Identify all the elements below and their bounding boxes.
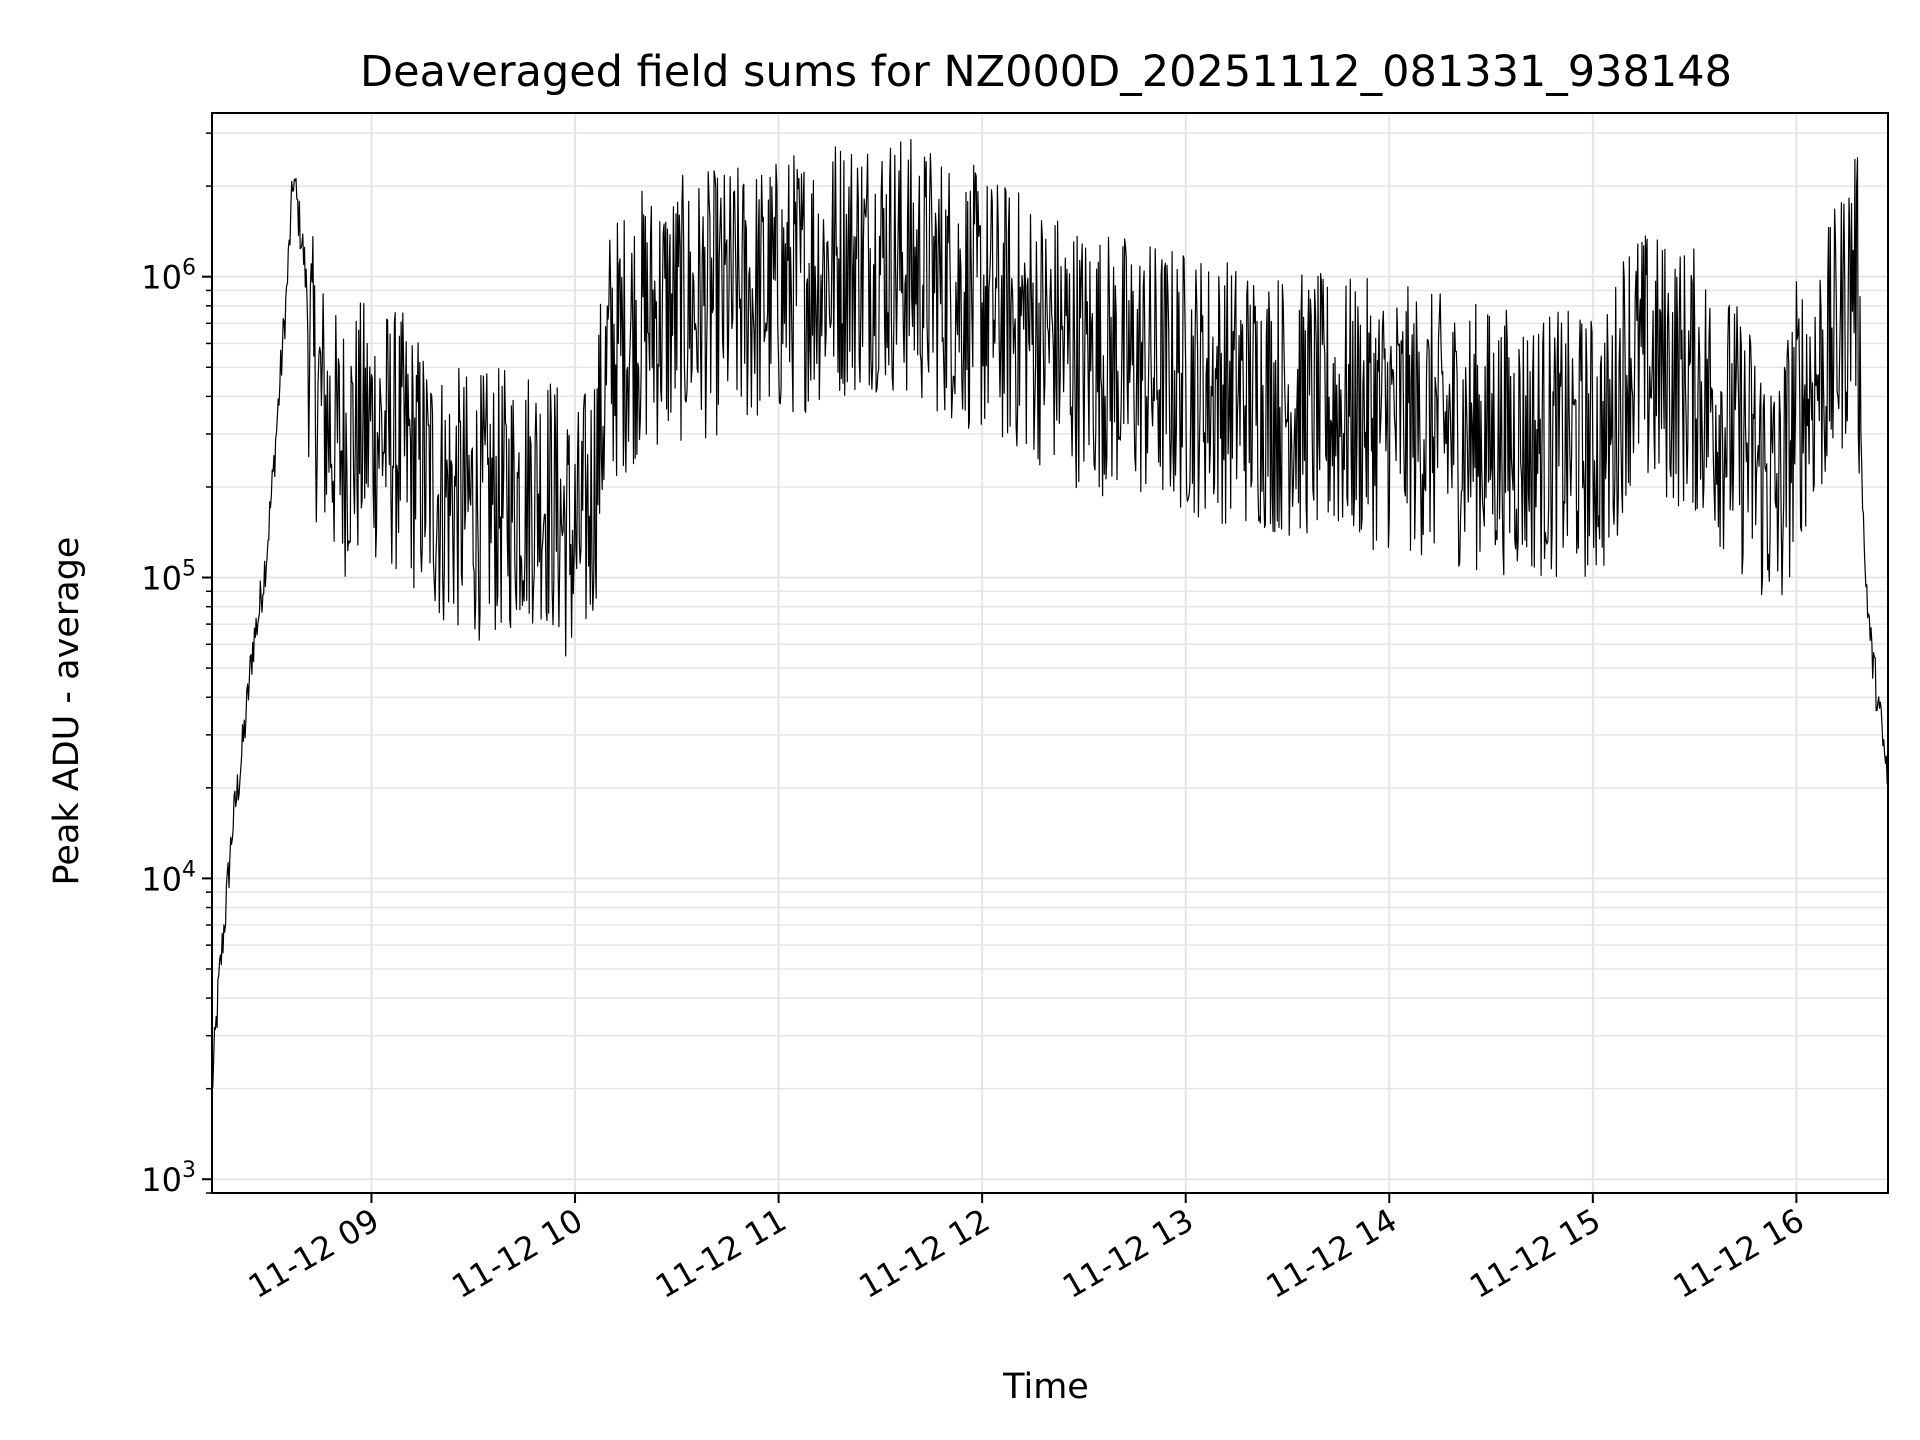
y-tick-label: 103 xyxy=(141,1158,196,1199)
series-layer xyxy=(211,139,1889,1088)
y-tick-label-base: 10 xyxy=(141,1161,182,1199)
y-tick-label-exponent: 6 xyxy=(182,256,196,281)
plot-frame xyxy=(211,112,1889,1194)
y-tick-label: 104 xyxy=(141,857,196,898)
y-tick-label-exponent: 3 xyxy=(182,1158,196,1183)
y-tick-label: 106 xyxy=(141,256,196,297)
y-tick-label-base: 10 xyxy=(141,259,182,297)
y-tick-label-exponent: 4 xyxy=(182,857,196,882)
y-axis-label: Peak ADU - average xyxy=(47,537,87,886)
x-axis-label: Time xyxy=(1002,1367,1089,1407)
series-line-0 xyxy=(211,139,1889,1088)
y-tick-label-base: 10 xyxy=(141,560,182,598)
y-tick-label: 105 xyxy=(141,557,196,598)
chart-title: Deaveraged field sums for NZ000D_2025111… xyxy=(360,47,1732,97)
y-tick-label-exponent: 5 xyxy=(182,557,196,582)
y-tick-label-base: 10 xyxy=(141,860,182,898)
